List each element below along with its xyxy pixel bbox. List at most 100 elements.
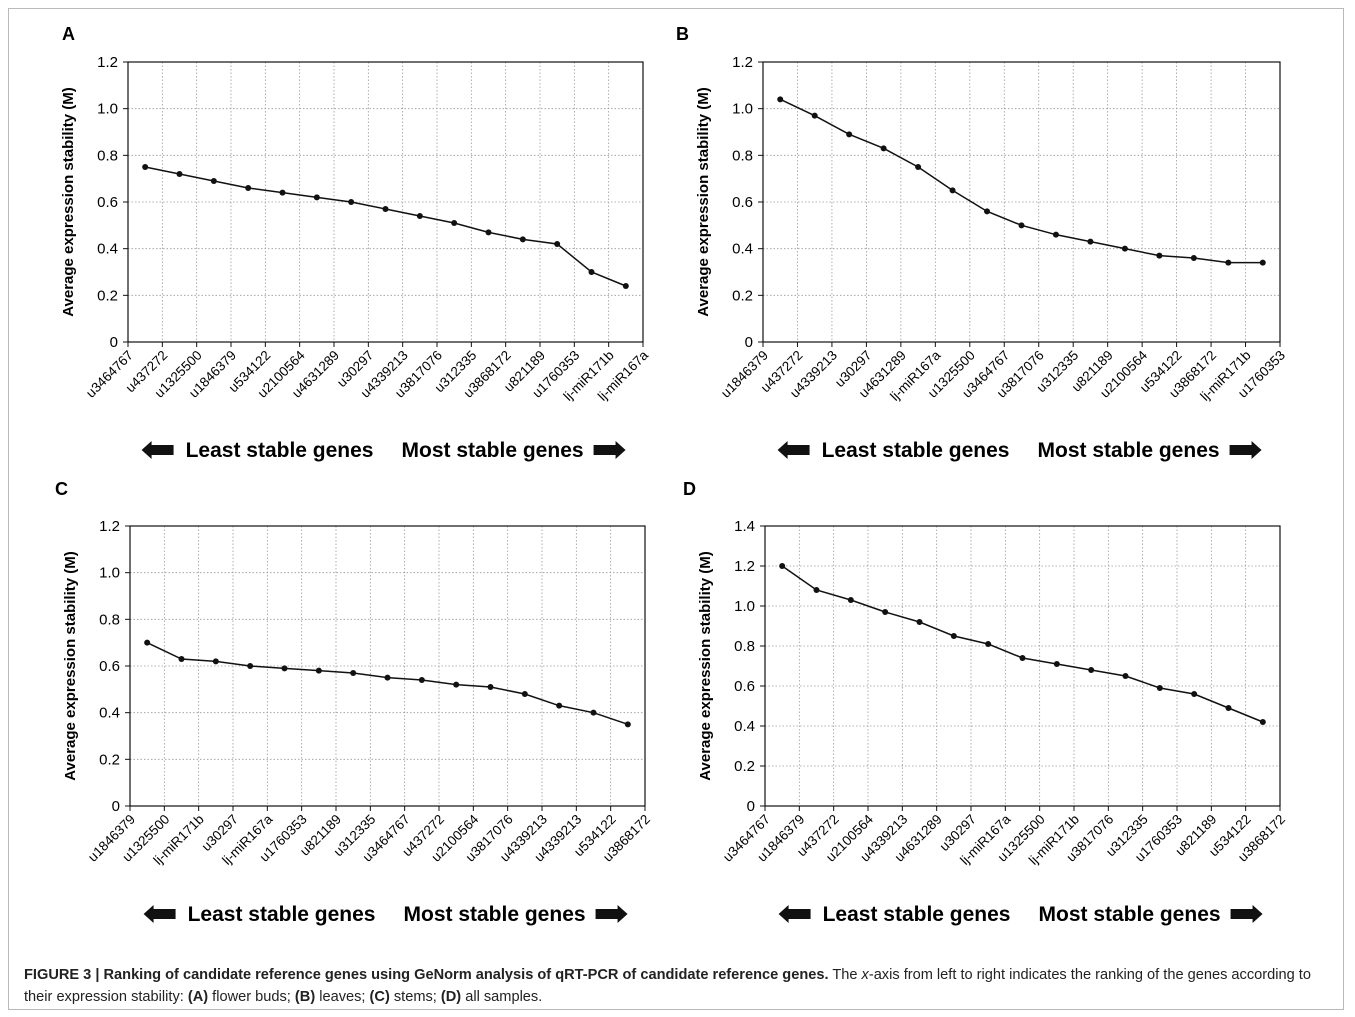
data-point (279, 189, 286, 196)
most-stable-label: Most stable genes (1039, 903, 1221, 926)
caption-italic-x: x (861, 967, 869, 983)
data-point (1259, 259, 1266, 266)
caption-text-c: stems; (389, 989, 441, 1005)
data-point (416, 213, 423, 219)
data-point (247, 663, 254, 669)
data-point (949, 187, 956, 194)
data-point (521, 691, 528, 697)
y-tick-label: 0.8 (734, 638, 755, 655)
y-axis-label: Average expression stability (M) (62, 551, 79, 781)
data-point (556, 702, 563, 709)
caption-text-a: flower buds; (208, 989, 295, 1005)
data-point (453, 681, 460, 688)
data-point (384, 674, 391, 681)
y-tick-label: 1.0 (734, 598, 755, 615)
left-arrow-icon (141, 441, 174, 459)
data-point (1052, 231, 1059, 238)
right-arrow-icon (595, 905, 628, 923)
data-point (811, 112, 818, 119)
most-stable-label: Most stable genes (1038, 439, 1220, 462)
y-axis-label: Average expression stability (M) (60, 87, 77, 317)
y-tick-label: 0.8 (732, 147, 753, 164)
data-point (487, 684, 494, 690)
series-line (146, 641, 629, 726)
data-point (348, 199, 355, 205)
y-tick-label: 0.4 (734, 718, 755, 735)
data-point (1121, 245, 1128, 252)
data-point (350, 670, 357, 676)
left-arrow-icon (777, 441, 810, 459)
data-point (382, 206, 389, 212)
plot-frame (129, 525, 646, 807)
data-point (554, 241, 561, 247)
caption-label-b: (B) (294, 989, 316, 1005)
caption-label-a: (A) (187, 989, 209, 1005)
y-tick-label: 0 (747, 798, 755, 815)
caption-label-c: (C) (369, 989, 390, 1005)
y-tick-label: 0.2 (734, 758, 755, 775)
data-point (779, 563, 786, 569)
data-point (485, 229, 492, 236)
data-point (281, 665, 288, 672)
data-point (144, 639, 151, 646)
y-tick-label: 0.4 (732, 241, 753, 258)
data-point (847, 597, 854, 603)
series-line (781, 565, 1264, 723)
data-point (1088, 667, 1095, 673)
data-point (178, 656, 185, 662)
data-point (315, 667, 322, 674)
plot-frame (764, 525, 1281, 807)
y-tick-label: 0 (110, 334, 118, 351)
left-arrow-icon (143, 905, 176, 923)
data-point (176, 171, 183, 177)
right-arrow-icon (593, 441, 626, 459)
data-point (1190, 255, 1197, 261)
y-tick-label: 1.2 (732, 54, 753, 71)
least-stable-label: Least stable genes (188, 903, 376, 926)
data-point (622, 283, 629, 289)
x-tick-label: u1846379 (718, 348, 771, 401)
y-tick-label: 0.2 (732, 287, 753, 304)
y-tick-label: 0.2 (97, 287, 118, 304)
series-line (779, 98, 1263, 264)
most-stable-label: Most stable genes (404, 903, 586, 926)
left-arrow-icon (778, 905, 811, 923)
data-point (313, 194, 320, 201)
data-point (1191, 691, 1198, 697)
most-stable-label: Most stable genes (402, 439, 584, 462)
data-point (1087, 238, 1094, 245)
chart-panel-b: B00.20.40.60.81.01.2u1846379u437272u4339… (676, 24, 1288, 462)
caption-text-1: The (828, 967, 862, 983)
data-point (142, 164, 149, 170)
y-tick-label: 0.8 (99, 611, 120, 628)
y-axis-label: Average expression stability (M) (695, 87, 712, 317)
least-stable-label: Least stable genes (186, 439, 374, 462)
y-tick-label: 0.6 (732, 194, 753, 211)
chart-panel-d: D00.20.40.60.81.01.21.4u3464767u1846379u… (683, 479, 1288, 926)
panel-letter: D (683, 479, 696, 499)
panel-letter: B (676, 24, 689, 44)
data-point (984, 208, 991, 215)
figure-charts: A00.20.40.60.81.01.2u3464767u437272u1325… (55, 24, 1288, 926)
caption-text-2: -axis from left to right indicates the r… (24, 967, 1311, 1005)
panel-letter: C (55, 479, 68, 499)
data-point (916, 619, 923, 625)
data-point (1225, 259, 1232, 266)
data-point (1018, 222, 1025, 229)
data-point (985, 641, 992, 647)
y-tick-label: 0.4 (97, 241, 118, 258)
data-point (880, 145, 887, 152)
data-point (813, 587, 820, 593)
right-arrow-icon (1230, 905, 1263, 923)
y-tick-label: 0.4 (99, 705, 120, 722)
data-point (846, 131, 853, 138)
data-point (950, 633, 957, 639)
right-arrow-icon (1229, 441, 1262, 459)
data-point (1156, 685, 1163, 691)
caption-title: FIGURE 3 | Ranking of candidate referenc… (24, 967, 829, 983)
y-tick-label: 0.6 (97, 194, 118, 211)
y-tick-label: 0.2 (99, 751, 120, 768)
data-point (588, 269, 595, 275)
y-tick-label: 0.6 (99, 658, 120, 675)
chart-panel-c: C00.20.40.60.81.01.2u1846379u1325500lj-m… (55, 479, 653, 926)
